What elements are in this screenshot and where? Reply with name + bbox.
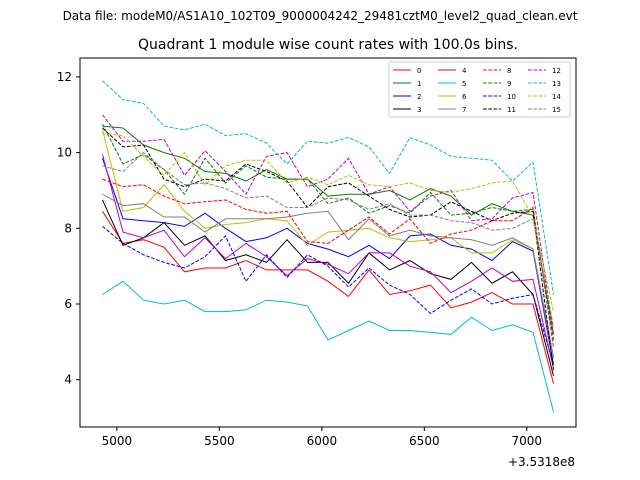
legend-label-14: 14 (552, 93, 561, 101)
series-line-11 (102, 127, 554, 371)
x-tick-label: 6500 (409, 434, 440, 448)
x-axis-offset-label: +3.5318e8 (508, 455, 575, 469)
series-line-8 (102, 178, 554, 348)
series-line-3 (102, 199, 554, 377)
y-tick-label: 10 (57, 146, 72, 160)
legend-label-13: 13 (552, 80, 561, 88)
figure-suptitle: Data file: modeM0/AS1A10_102T09_90000042… (63, 9, 578, 23)
legend-label-7: 7 (462, 106, 466, 114)
plot-area (79, 57, 577, 428)
legend-label-5: 5 (462, 80, 466, 88)
legend-label-12: 12 (552, 67, 561, 75)
series-layer (102, 80, 554, 413)
y-tick-label: 4 (64, 373, 72, 387)
series-line-4 (102, 154, 554, 369)
legend-label-11: 11 (507, 106, 516, 114)
x-tick-label: 5000 (102, 434, 133, 448)
x-tick-label: 5500 (204, 434, 235, 448)
y-axis: 4 6 8 10 12 (57, 70, 80, 387)
y-tick-label: 8 (64, 221, 72, 235)
legend-label-8: 8 (507, 67, 511, 75)
series-line-10 (102, 226, 554, 365)
legend-label-10: 10 (507, 93, 516, 101)
x-axis: 5000 5500 6000 6500 7000 (102, 427, 542, 448)
legend-label-9: 9 (507, 80, 511, 88)
chart-title: Quadrant 1 module wise count rates with … (138, 37, 518, 53)
legend-label-6: 6 (462, 93, 467, 101)
legend-label-0: 0 (417, 67, 421, 75)
legend-label-2: 2 (417, 93, 421, 101)
series-line-15 (102, 151, 554, 327)
axes-frame (79, 57, 577, 428)
series-line-9 (102, 123, 554, 341)
y-tick-label: 6 (64, 297, 72, 311)
series-line-12 (102, 114, 554, 335)
legend-box (388, 61, 571, 118)
legend-label-4: 4 (462, 67, 467, 75)
series-line-5 (102, 280, 554, 413)
series-line-0 (102, 211, 554, 384)
legend-label-1: 1 (417, 80, 421, 88)
x-tick-label: 7000 (512, 434, 543, 448)
legend-label-15: 15 (552, 106, 561, 114)
legend-label-3: 3 (417, 106, 421, 114)
series-line-6 (102, 129, 554, 359)
series-line-14 (102, 133, 554, 312)
series-line-13 (102, 80, 554, 295)
y-tick-label: 12 (57, 70, 72, 84)
x-tick-label: 6000 (307, 434, 338, 448)
series-line-7 (102, 193, 554, 358)
